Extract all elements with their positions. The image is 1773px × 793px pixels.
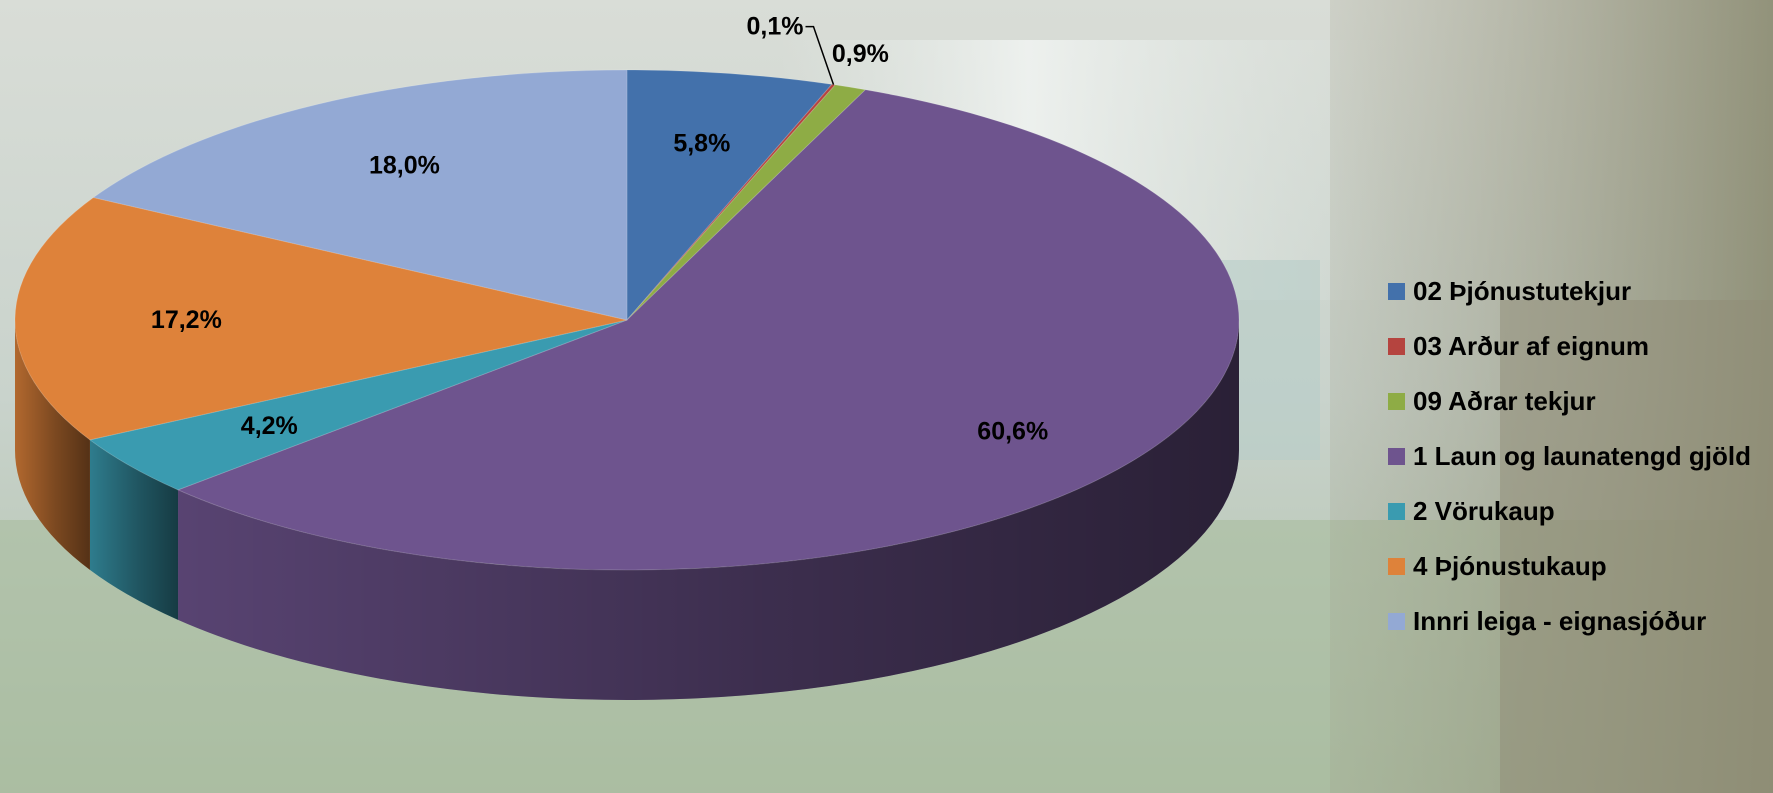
legend-swatch	[1388, 448, 1405, 465]
data-label-innri-leiga-eignasjo-ur: 18,0%	[369, 152, 440, 180]
legend-item-03-ar-ur-af-eignum: 03 Arður af eignum	[1388, 319, 1751, 374]
leader-line-03-ar-ur-af-eignum	[805, 25, 835, 85]
legend-item-09-a-rar-tekjur: 09 Aðrar tekjur	[1388, 374, 1751, 429]
legend-label: Innri leiga - eignasjóður	[1413, 606, 1707, 636]
pie-slice-03-ar-ur-af-eignum	[626, 83, 837, 321]
legend-item-2-vo-rukaup: 2 Vörukaup	[1388, 484, 1751, 539]
data-label-03-ar-ur-af-eignum: 0,1%	[747, 13, 804, 41]
legend-label: 2 Vörukaup	[1413, 496, 1555, 526]
legend-label: 02 Þjónustutekjur	[1413, 276, 1632, 306]
pie-slice-4-jo-nustukaup	[14, 197, 628, 441]
pie-side-4-jo-nustukaup	[15, 320, 90, 570]
legend-swatch	[1388, 613, 1405, 630]
legend-item-4-jo-nustukaup: 4 Þjónustukaup	[1388, 539, 1751, 594]
legend-swatch	[1388, 338, 1405, 355]
pie-slice-09-a-rar-tekjur	[626, 84, 867, 321]
chart-legend: 02 Þjónustutekjur 03 Arður af eignum 09 Að…	[1388, 264, 1751, 649]
pie-slice-1-laun-og-launatengd-gjo-ld	[176, 89, 1240, 571]
legend-item-02-jo-nustutekjur: 02 Þjónustutekjur	[1388, 264, 1751, 319]
pie-slice-02-jo-nustutekjur	[626, 69, 833, 322]
legend-label: 1 Laun og launatengd gjöld	[1413, 441, 1751, 471]
data-label-02-jo-nustutekjur: 5,8%	[673, 130, 730, 158]
legend-swatch	[1388, 503, 1405, 520]
legend-swatch	[1388, 558, 1405, 575]
legend-item-innri-leiga-eignasjo-ur: Innri leiga - eignasjóður	[1388, 594, 1751, 649]
legend-item-1-laun-og-launatengd-gjo-ld: 1 Laun og launatengd gjöld	[1388, 429, 1751, 484]
data-label-4-jo-nustukaup: 17,2%	[151, 306, 222, 334]
data-label-1-laun-og-launatengd-gjo-ld: 60,6%	[977, 418, 1048, 446]
legend-swatch	[1388, 283, 1405, 300]
pie-side-1-laun-og-launatengd-gjo-ld	[178, 320, 1239, 701]
legend-label: 03 Arður af eignum	[1413, 331, 1649, 361]
data-label-09-a-rar-tekjur: 0,9%	[832, 40, 889, 68]
legend-swatch	[1388, 393, 1405, 410]
legend-label: 09 Aðrar tekjur	[1413, 386, 1596, 416]
pie-slice-2-vo-rukaup	[88, 319, 628, 491]
data-label-2-vo-rukaup: 4,2%	[241, 412, 298, 440]
pie-side-2-vo-rukaup	[89, 439, 179, 620]
legend-label: 4 Þjónustukaup	[1413, 551, 1607, 581]
pie-slice-innri-leiga-eignasjo-ur	[92, 69, 628, 321]
